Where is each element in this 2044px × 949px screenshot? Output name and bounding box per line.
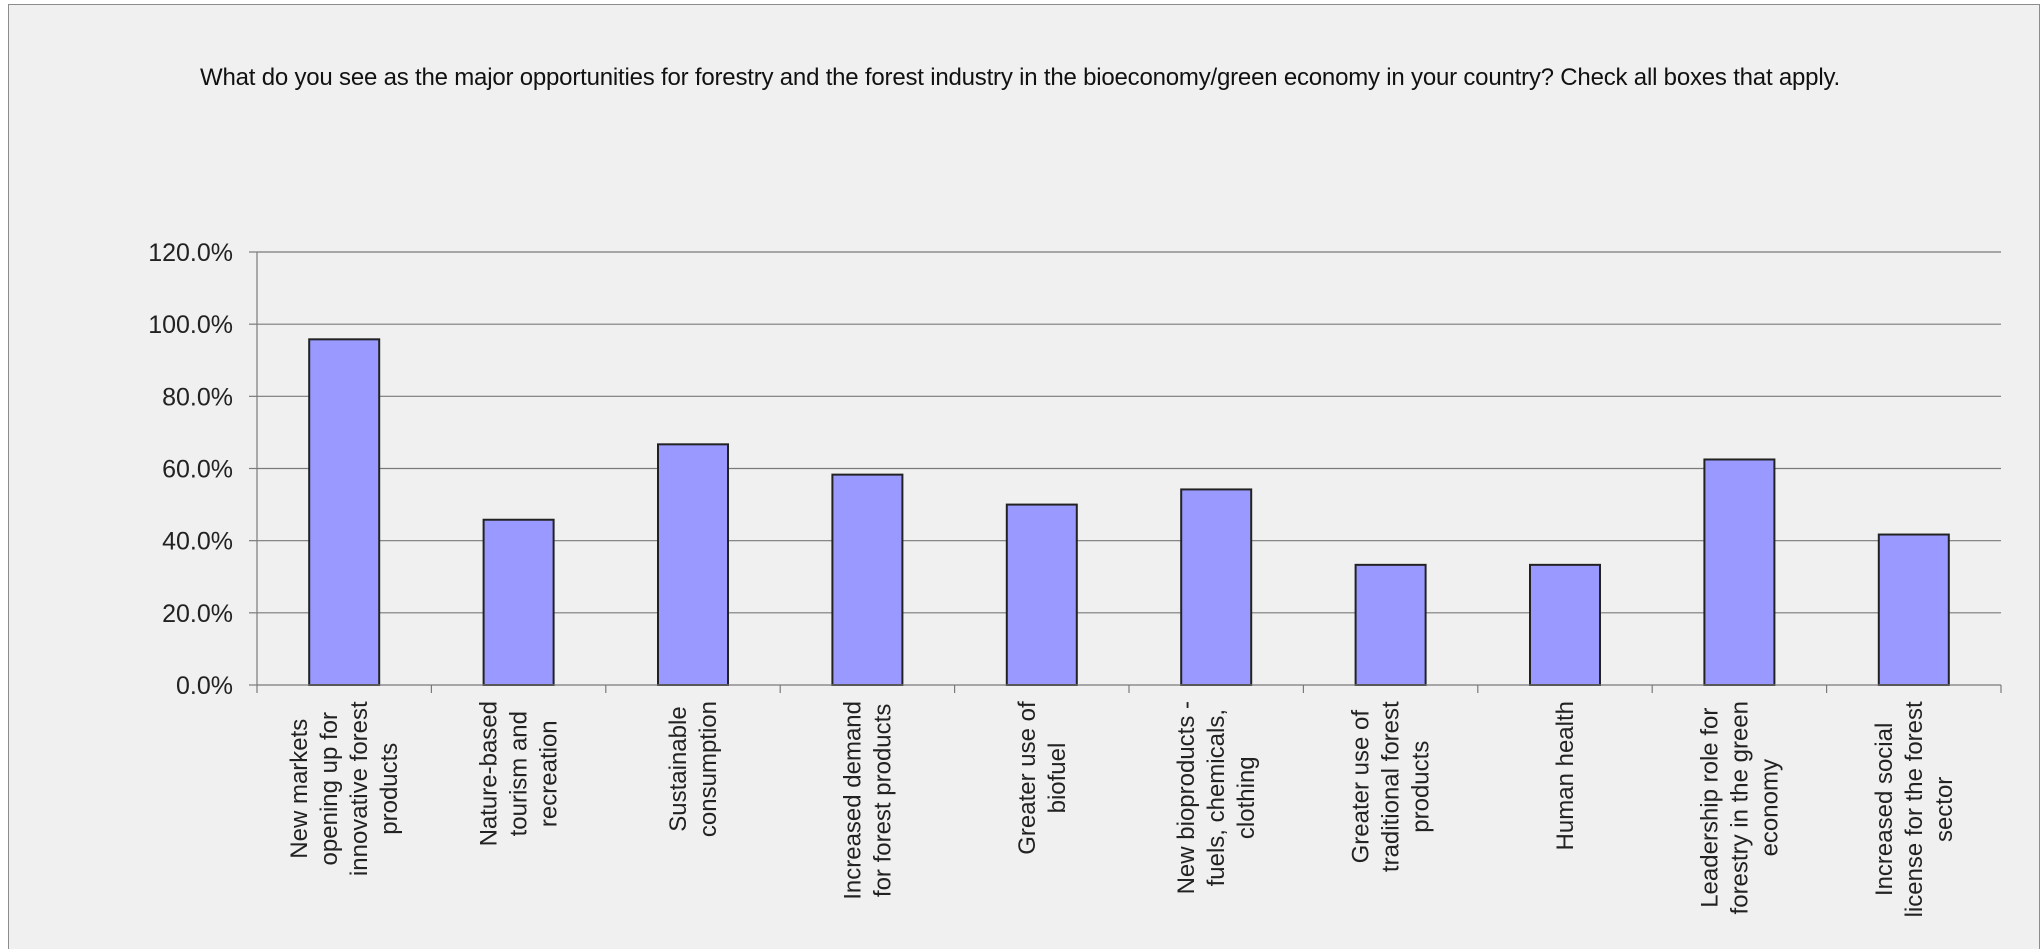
bars bbox=[308, 338, 1950, 687]
x-tick-label: Increased demand for forest products bbox=[839, 701, 896, 900]
x-tick-labels: New markets opening up for innovative fore… bbox=[286, 701, 1958, 917]
bar bbox=[1529, 563, 1601, 687]
y-tick-label: 100.0% bbox=[148, 311, 233, 339]
x-tick-label: Leadership role for forestry in the green… bbox=[1696, 701, 1783, 914]
x-tick-label: Sustainable consumption bbox=[665, 701, 722, 837]
y-tick-label: 0.0% bbox=[176, 672, 233, 700]
x-tick-label: Nature-based tourism and recreation bbox=[476, 701, 563, 846]
bar bbox=[1005, 503, 1078, 687]
bar bbox=[1703, 458, 1776, 686]
x-tick-label: Greater use of biofuel bbox=[1014, 701, 1071, 855]
axes bbox=[249, 251, 2002, 693]
y-tick-label: 120.0% bbox=[148, 239, 233, 267]
bar bbox=[1877, 533, 1950, 686]
bar bbox=[1354, 563, 1427, 687]
bar bbox=[831, 473, 904, 686]
bar bbox=[308, 338, 381, 686]
chart-title: What do you see as the major opportuniti… bbox=[200, 64, 1840, 91]
y-tick-label: 60.0% bbox=[162, 456, 233, 484]
bar bbox=[657, 443, 729, 686]
y-tick-label: 80.0% bbox=[162, 383, 233, 411]
bar bbox=[482, 518, 555, 687]
svg-text:New bioproducts -fuels, chemic: New bioproducts - fuels, chemicals, clothi… bbox=[1173, 701, 1260, 894]
x-tick-label: New bioproducts - fuels, chemicals, clothi… bbox=[1173, 701, 1260, 894]
y-tick-label: 40.0% bbox=[162, 528, 233, 556]
x-tick-label: Increased social license for the forest se… bbox=[1871, 701, 1958, 917]
y-tick-labels: 0.0% 20.0% 40.0% 60.0% 80.0% 100.0% 120.0% bbox=[148, 239, 233, 700]
x-tick-label: New markets opening up for innovative fore… bbox=[286, 701, 403, 876]
x-tick-label: Greater use of traditional forest products bbox=[1348, 701, 1435, 872]
svg-text:Human health: Human health bbox=[1552, 701, 1579, 850]
bar bbox=[1180, 488, 1253, 687]
x-tick-label: Human health bbox=[1552, 701, 1579, 850]
y-tick-label: 20.0% bbox=[162, 600, 233, 628]
